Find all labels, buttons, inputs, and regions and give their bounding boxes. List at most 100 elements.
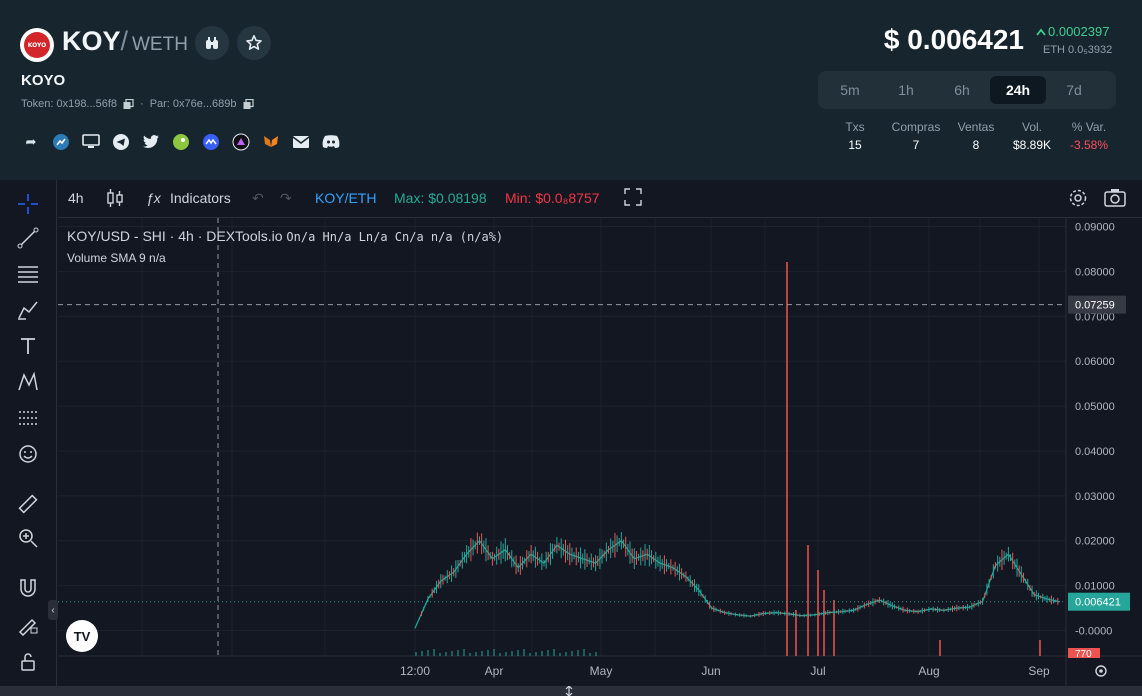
- lock-drawing-icon[interactable]: [14, 612, 42, 636]
- chart-legend: KOY/USD - SHI · 4h · DEXTools.io On/a Hn…: [67, 228, 503, 244]
- tradingview-logo[interactable]: TV: [66, 620, 98, 652]
- timeframe-1h[interactable]: 1h: [898, 82, 914, 98]
- crosshair-icon[interactable]: [14, 192, 42, 216]
- timeframe-7d[interactable]: 7d: [1066, 82, 1082, 98]
- x-tick-label: Apr: [485, 664, 504, 678]
- star-icon: [246, 35, 262, 50]
- fullscreen-icon[interactable]: [624, 188, 642, 209]
- y-tick-label: 0.01000: [1075, 581, 1115, 593]
- last-price-tag: [1068, 592, 1130, 611]
- brush-icon[interactable]: [14, 298, 42, 322]
- crosshair-price-label: 0.07259: [1075, 300, 1115, 312]
- undo-icon[interactable]: ↶: [252, 190, 264, 206]
- collapse-toolbar-icon[interactable]: ‹: [48, 600, 58, 620]
- unlock-icon[interactable]: [14, 650, 42, 674]
- chart-toolbar: 4h ƒx Indicators ↶ ↷ KOY/ETH Max: $0.081…: [58, 180, 1142, 218]
- quote-symbol: WETH: [132, 34, 188, 55]
- compare-button[interactable]: [195, 26, 229, 60]
- x-tick-label: May: [590, 664, 613, 678]
- stat-buys: Compras 7: [891, 120, 941, 152]
- y-tick-label: 0.02000: [1075, 536, 1115, 548]
- candle-series: [414, 532, 1059, 629]
- chart-resize-bar[interactable]: [0, 686, 1142, 696]
- copy-pair-icon[interactable]: [243, 98, 254, 110]
- prediction-icon[interactable]: [14, 406, 42, 430]
- token-address-label: Token: 0x198...56f8: [21, 98, 118, 110]
- x-tick-label: Sep: [1028, 664, 1050, 678]
- twitter-icon[interactable]: [141, 132, 161, 152]
- redo-icon[interactable]: ↷: [280, 190, 292, 206]
- trend-line-icon[interactable]: [14, 226, 42, 250]
- text-tool-icon[interactable]: [14, 334, 42, 358]
- stat-sells: Ventas 8: [957, 120, 995, 152]
- current-price: $ 0.006421: [883, 24, 1024, 55]
- coinmarketcap-icon[interactable]: [201, 132, 221, 152]
- x-tick-label: 12:00: [400, 664, 430, 678]
- volume-value-label: 770: [1075, 649, 1092, 660]
- pair-label: KOY/ETH: [315, 190, 377, 206]
- discord-icon[interactable]: [321, 132, 341, 152]
- y-tick-label: -0.0000: [1075, 626, 1112, 638]
- pattern-icon[interactable]: [14, 370, 42, 394]
- volume-bars: [415, 262, 1041, 656]
- camera-icon[interactable]: [1104, 188, 1126, 211]
- favorite-button[interactable]: [237, 26, 271, 60]
- stat-change: % Var. -3.58%: [1069, 120, 1109, 152]
- volume-tag: [1068, 648, 1100, 658]
- fib-retracement-icon[interactable]: [14, 262, 42, 286]
- token-name: KOYO: [21, 72, 66, 89]
- magnet-icon[interactable]: [14, 576, 42, 600]
- y-tick-label: 0.06000: [1075, 356, 1115, 368]
- interval-button[interactable]: 4h: [68, 190, 84, 206]
- telegram-icon[interactable]: [111, 132, 131, 152]
- x-tick-label: Aug: [918, 664, 939, 678]
- dex-icon[interactable]: [231, 132, 251, 152]
- dextools-icon[interactable]: [51, 132, 71, 152]
- fx-icon[interactable]: ƒx: [146, 190, 161, 206]
- candles-icon[interactable]: [106, 188, 124, 211]
- price-change: 0.0002397: [1036, 24, 1109, 39]
- indicators-button[interactable]: Indicators: [170, 190, 231, 206]
- timeframe-selector: 5m 1h 6h 24h 7d: [818, 71, 1116, 109]
- volume-legend: Volume SMA 9 n/a: [67, 251, 166, 265]
- stat-volume: Vol. $8.89K: [1012, 120, 1052, 152]
- max-price: Max: $0.08198: [394, 190, 487, 206]
- website-icon[interactable]: [81, 132, 101, 152]
- y-tick-label: 0.07000: [1075, 311, 1115, 323]
- x-tick-label: Jul: [810, 664, 825, 678]
- eth-price: ETH 0.0₅3932: [1043, 44, 1113, 56]
- timeframe-6h[interactable]: 6h: [954, 82, 970, 98]
- resize-handle-icon: [565, 686, 573, 696]
- chevron-up-icon: [1036, 28, 1046, 36]
- price-axis: 0.09000 0.08000 0.07000 0.06000 0.05000 0.040…: [1075, 221, 1115, 637]
- drawing-toolbar: ‹: [0, 180, 58, 686]
- y-tick-label: 0.09000: [1075, 221, 1115, 233]
- social-links: ➦: [21, 132, 341, 152]
- email-icon[interactable]: [291, 132, 311, 152]
- coingecko-icon[interactable]: [171, 132, 191, 152]
- y-tick-label: 0.08000: [1075, 266, 1115, 278]
- copy-token-icon[interactable]: [123, 98, 134, 110]
- crosshair-price-tag: [1068, 295, 1126, 314]
- token-logo: KOYO: [20, 28, 54, 62]
- y-tick-label: 0.05000: [1075, 401, 1115, 413]
- emoji-icon[interactable]: [14, 442, 42, 466]
- share-icon[interactable]: ➦: [25, 134, 37, 149]
- token-logo-mark: KOYO: [24, 32, 50, 58]
- ruler-icon[interactable]: [14, 492, 42, 516]
- axis-settings-icon: [1095, 665, 1107, 677]
- zoom-in-icon[interactable]: [14, 526, 42, 550]
- x-tick-label: Jun: [701, 664, 720, 678]
- token-symbol: KOY/: [62, 26, 129, 56]
- settings-gear-icon[interactable]: [1068, 188, 1088, 211]
- timeframe-5m[interactable]: 5m: [840, 82, 860, 98]
- pair-address-label: Par: 0x76e...689b: [149, 98, 237, 110]
- timeframe-24h[interactable]: 24h: [990, 76, 1046, 104]
- legend-ohlc: On/a Hn/a Ln/a Cn/a n/a (n/a%): [286, 230, 504, 244]
- metamask-icon[interactable]: [261, 132, 281, 152]
- chart-container: [0, 180, 1142, 696]
- y-tick-label: 0.03000: [1075, 491, 1115, 503]
- token-header: KOYO KOY/ WETH KOYO Token: 0x198...56f8 …: [0, 0, 1142, 180]
- price-labels: 0.07259 0.006421 770: [1068, 295, 1130, 677]
